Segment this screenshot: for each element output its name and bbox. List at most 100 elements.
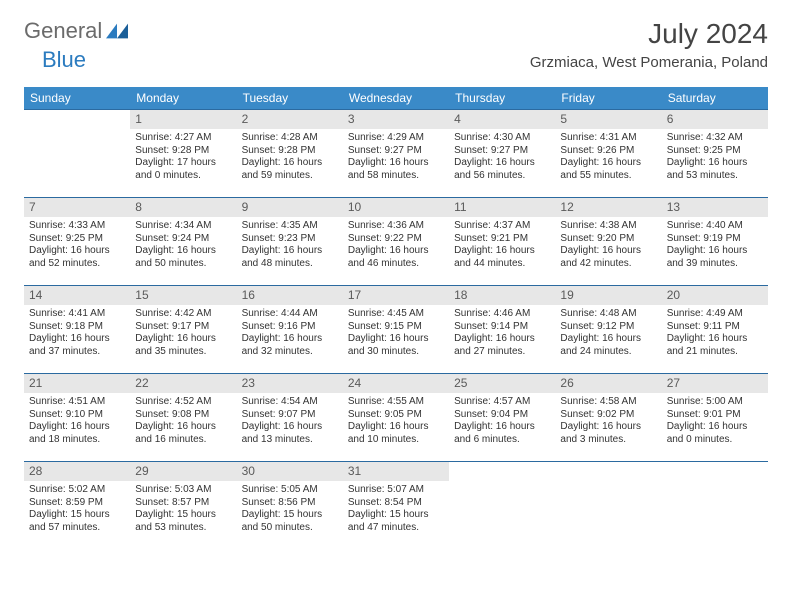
daylight-text: and 37 minutes. bbox=[29, 346, 125, 359]
daylight-text: and 48 minutes. bbox=[242, 258, 338, 271]
day-number: 29 bbox=[130, 462, 236, 481]
daylight-text: and 16 minutes. bbox=[135, 434, 231, 447]
sunrise-text: Sunrise: 4:40 AM bbox=[667, 220, 763, 233]
daylight-text: Daylight: 16 hours bbox=[560, 245, 656, 258]
day-number: 2 bbox=[237, 110, 343, 129]
day-number: 1 bbox=[130, 110, 236, 129]
calendar-day-cell: 18Sunrise: 4:46 AMSunset: 9:14 PMDayligh… bbox=[449, 286, 555, 374]
daylight-text: Daylight: 15 hours bbox=[242, 509, 338, 522]
calendar-day-cell: 7Sunrise: 4:33 AMSunset: 9:25 PMDaylight… bbox=[24, 198, 130, 286]
sunrise-text: Sunrise: 4:57 AM bbox=[454, 396, 550, 409]
sunrise-text: Sunrise: 4:27 AM bbox=[135, 132, 231, 145]
calendar-week-row: 14Sunrise: 4:41 AMSunset: 9:18 PMDayligh… bbox=[24, 286, 768, 374]
daylight-text: and 52 minutes. bbox=[29, 258, 125, 271]
sunset-text: Sunset: 9:25 PM bbox=[667, 145, 763, 158]
sunset-text: Sunset: 8:59 PM bbox=[29, 497, 125, 510]
weekday-header: Tuesday bbox=[237, 87, 343, 110]
sunrise-text: Sunrise: 4:36 AM bbox=[348, 220, 444, 233]
sunset-text: Sunset: 9:14 PM bbox=[454, 321, 550, 334]
calendar-day-cell: 30Sunrise: 5:05 AMSunset: 8:56 PMDayligh… bbox=[237, 462, 343, 550]
daylight-text: Daylight: 16 hours bbox=[454, 245, 550, 258]
day-number: 26 bbox=[555, 374, 661, 393]
calendar-day-cell: 12Sunrise: 4:38 AMSunset: 9:20 PMDayligh… bbox=[555, 198, 661, 286]
sunset-text: Sunset: 9:04 PM bbox=[454, 409, 550, 422]
calendar-day-cell: 23Sunrise: 4:54 AMSunset: 9:07 PMDayligh… bbox=[237, 374, 343, 462]
daylight-text: Daylight: 16 hours bbox=[29, 421, 125, 434]
daylight-text: Daylight: 16 hours bbox=[667, 245, 763, 258]
sunrise-text: Sunrise: 4:30 AM bbox=[454, 132, 550, 145]
sunrise-text: Sunrise: 4:28 AM bbox=[242, 132, 338, 145]
daylight-text: and 6 minutes. bbox=[454, 434, 550, 447]
sunset-text: Sunset: 9:01 PM bbox=[667, 409, 763, 422]
logo-triangle-icon bbox=[106, 23, 128, 39]
weekday-header: Thursday bbox=[449, 87, 555, 110]
daylight-text: Daylight: 16 hours bbox=[242, 333, 338, 346]
daylight-text: and 55 minutes. bbox=[560, 170, 656, 183]
daylight-text: and 44 minutes. bbox=[454, 258, 550, 271]
daylight-text: Daylight: 16 hours bbox=[135, 421, 231, 434]
daylight-text: Daylight: 16 hours bbox=[667, 157, 763, 170]
daylight-text: Daylight: 16 hours bbox=[454, 157, 550, 170]
sunset-text: Sunset: 9:27 PM bbox=[454, 145, 550, 158]
calendar-day-cell: 16Sunrise: 4:44 AMSunset: 9:16 PMDayligh… bbox=[237, 286, 343, 374]
daylight-text: Daylight: 17 hours bbox=[135, 157, 231, 170]
calendar-day-cell: 11Sunrise: 4:37 AMSunset: 9:21 PMDayligh… bbox=[449, 198, 555, 286]
day-number: 23 bbox=[237, 374, 343, 393]
day-number: 3 bbox=[343, 110, 449, 129]
calendar-day-cell: 2Sunrise: 4:28 AMSunset: 9:28 PMDaylight… bbox=[237, 110, 343, 198]
calendar-day-cell: 10Sunrise: 4:36 AMSunset: 9:22 PMDayligh… bbox=[343, 198, 449, 286]
sunrise-text: Sunrise: 4:44 AM bbox=[242, 308, 338, 321]
daylight-text: and 39 minutes. bbox=[667, 258, 763, 271]
sunrise-text: Sunrise: 4:34 AM bbox=[135, 220, 231, 233]
sunset-text: Sunset: 9:23 PM bbox=[242, 233, 338, 246]
daylight-text: Daylight: 16 hours bbox=[242, 421, 338, 434]
day-number: 12 bbox=[555, 198, 661, 217]
daylight-text: and 58 minutes. bbox=[348, 170, 444, 183]
day-number: 6 bbox=[662, 110, 768, 129]
sunrise-text: Sunrise: 5:02 AM bbox=[29, 484, 125, 497]
daylight-text: Daylight: 16 hours bbox=[348, 157, 444, 170]
sunrise-text: Sunrise: 4:58 AM bbox=[560, 396, 656, 409]
day-number: 7 bbox=[24, 198, 130, 217]
calendar-day-cell: 17Sunrise: 4:45 AMSunset: 9:15 PMDayligh… bbox=[343, 286, 449, 374]
sunset-text: Sunset: 9:28 PM bbox=[135, 145, 231, 158]
sunset-text: Sunset: 9:20 PM bbox=[560, 233, 656, 246]
calendar-day-cell: 20Sunrise: 4:49 AMSunset: 9:11 PMDayligh… bbox=[662, 286, 768, 374]
day-number: 5 bbox=[555, 110, 661, 129]
sunset-text: Sunset: 9:12 PM bbox=[560, 321, 656, 334]
sunset-text: Sunset: 9:18 PM bbox=[29, 321, 125, 334]
sunset-text: Sunset: 9:10 PM bbox=[29, 409, 125, 422]
daylight-text: Daylight: 16 hours bbox=[667, 333, 763, 346]
weekday-header-row: Sunday Monday Tuesday Wednesday Thursday… bbox=[24, 87, 768, 110]
sunrise-text: Sunrise: 5:00 AM bbox=[667, 396, 763, 409]
day-number: 11 bbox=[449, 198, 555, 217]
calendar-week-row: 1Sunrise: 4:27 AMSunset: 9:28 PMDaylight… bbox=[24, 110, 768, 198]
location-label: Grzmiaca, West Pomerania, Poland bbox=[530, 54, 768, 71]
calendar-day-cell: 21Sunrise: 4:51 AMSunset: 9:10 PMDayligh… bbox=[24, 374, 130, 462]
sunset-text: Sunset: 9:11 PM bbox=[667, 321, 763, 334]
daylight-text: and 50 minutes. bbox=[135, 258, 231, 271]
daylight-text: and 30 minutes. bbox=[348, 346, 444, 359]
daylight-text: and 0 minutes. bbox=[667, 434, 763, 447]
sunrise-text: Sunrise: 4:33 AM bbox=[29, 220, 125, 233]
calendar-day-cell bbox=[24, 110, 130, 198]
daylight-text: Daylight: 16 hours bbox=[348, 333, 444, 346]
day-number: 21 bbox=[24, 374, 130, 393]
weekday-header: Saturday bbox=[662, 87, 768, 110]
day-number: 8 bbox=[130, 198, 236, 217]
day-number: 13 bbox=[662, 198, 768, 217]
day-number: 10 bbox=[343, 198, 449, 217]
day-number: 27 bbox=[662, 374, 768, 393]
sunrise-text: Sunrise: 4:37 AM bbox=[454, 220, 550, 233]
daylight-text: Daylight: 16 hours bbox=[242, 245, 338, 258]
day-number: 9 bbox=[237, 198, 343, 217]
calendar-day-cell: 19Sunrise: 4:48 AMSunset: 9:12 PMDayligh… bbox=[555, 286, 661, 374]
daylight-text: and 42 minutes. bbox=[560, 258, 656, 271]
daylight-text: Daylight: 16 hours bbox=[348, 421, 444, 434]
calendar-day-cell: 22Sunrise: 4:52 AMSunset: 9:08 PMDayligh… bbox=[130, 374, 236, 462]
sunset-text: Sunset: 9:25 PM bbox=[29, 233, 125, 246]
daylight-text: and 50 minutes. bbox=[242, 522, 338, 535]
day-number: 15 bbox=[130, 286, 236, 305]
logo: General bbox=[24, 18, 130, 44]
daylight-text: and 47 minutes. bbox=[348, 522, 444, 535]
